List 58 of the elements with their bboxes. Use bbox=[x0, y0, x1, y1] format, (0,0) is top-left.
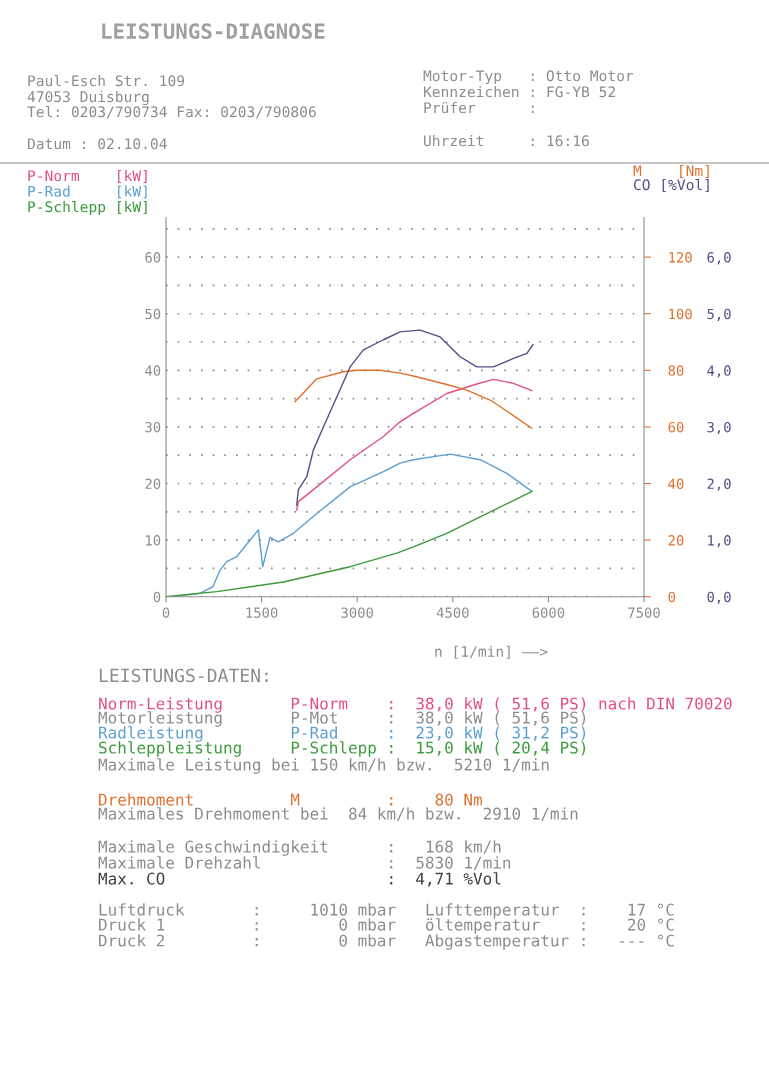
text: Uhrzeit : 16:16 bbox=[424, 134, 589, 147]
text: Max. CO : 4,71 %Vol bbox=[98, 872, 501, 887]
x-tick-label: 3000 bbox=[341, 607, 374, 618]
y2-tick-label: 120 bbox=[669, 252, 692, 263]
text: Maximales Drehmoment bei 84 km/h bzw. 2910 1/min bbox=[98, 807, 578, 821]
y3-tick-label: 5,0 bbox=[707, 308, 731, 321]
y-tick-label: 20 bbox=[145, 478, 161, 490]
text: Motor-Typ : Otto Motor bbox=[423, 70, 634, 85]
y-tick-label: 60 bbox=[145, 252, 161, 263]
text: CO [%Vol] bbox=[633, 178, 709, 192]
text: P-Rad [kW] bbox=[28, 185, 147, 199]
y-tick-label: 40 bbox=[145, 365, 161, 376]
text: Druck 2 : 0 mbar Abgastemperatur : --- °C bbox=[99, 934, 674, 950]
y3-tick-label: 0,0 bbox=[707, 591, 731, 604]
text: Schleppleistung P-Schlepp : 15,0 kW ( 20,4 PS) bbox=[99, 741, 586, 757]
text: Maximale Drehzahl : 5830 1/min bbox=[98, 856, 511, 870]
text: Luftdruck : 1010 mbar Lufttemperatur : 17 °C bbox=[99, 903, 674, 919]
y2-tick-label: 100 bbox=[669, 308, 692, 320]
text: Datum : 02.10.04 bbox=[27, 138, 167, 150]
x-axis-title: n [1/min] ——> bbox=[435, 645, 548, 659]
y3-tick-label: 6,0 bbox=[707, 252, 731, 265]
line-series bbox=[296, 329, 534, 506]
y-tick-label: 10 bbox=[146, 535, 161, 546]
y2-tick-label: 80 bbox=[668, 365, 684, 376]
text: Paul-Esch Str. 109 bbox=[28, 74, 185, 87]
y3-tick-label: 4,0 bbox=[707, 365, 731, 378]
text: Radleistung P-Rad : 23,0 kW ( 31,2 PS) bbox=[99, 726, 586, 742]
text: P-Schlepp [kW] bbox=[28, 200, 147, 216]
line-series bbox=[294, 369, 533, 430]
text: Maximale Geschwindigkeit : 168 km/h bbox=[98, 840, 501, 856]
y2-tick-label: 0 bbox=[668, 591, 676, 603]
text: Drehmoment M : 80 Nm bbox=[99, 793, 482, 806]
y3-tick-label: 2,0 bbox=[707, 478, 731, 491]
y2-tick-label: 40 bbox=[668, 478, 684, 490]
chart-title: LEISTUNGS-DIAGNOSE bbox=[102, 23, 325, 40]
y2-tick-label: 60 bbox=[668, 421, 684, 433]
y-tick-label: 0 bbox=[153, 591, 161, 603]
y-tick-label: 50 bbox=[145, 308, 161, 320]
text: Tel: 0203/790734 Fax: 0203/790806 bbox=[27, 105, 316, 119]
text: P-Norm [kW] bbox=[28, 169, 147, 183]
x-tick-label: 0 bbox=[162, 607, 170, 618]
x-tick-label: 4500 bbox=[436, 607, 469, 618]
text: Motorleistung P-Mot : 38,0 kW ( 51,6 PS) bbox=[98, 711, 586, 727]
y-tick-label: 30 bbox=[145, 421, 161, 433]
x-tick-label: 6000 bbox=[532, 607, 565, 618]
text: LEISTUNGS-DATEN: bbox=[99, 668, 268, 683]
y3-tick-label: 3,0 bbox=[707, 421, 731, 435]
text: Maximale Leistung bei 150 km/h bzw. 5210 1/min bbox=[98, 758, 549, 774]
x-tick-label: 7500 bbox=[628, 607, 660, 618]
y2-tick-label: 20 bbox=[668, 535, 684, 546]
text: 47053 Duisburg bbox=[27, 90, 149, 106]
text: Prüfer : bbox=[424, 101, 534, 114]
text: M [Nm] bbox=[633, 164, 709, 178]
text: Kennzeichen : FG-YB 52 bbox=[423, 85, 615, 98]
text: Druck 1 : 0 mbar öltemperatur : 20 °C bbox=[99, 918, 674, 934]
line-series bbox=[296, 378, 533, 511]
x-tick-label: 1500 bbox=[246, 607, 278, 618]
y3-tick-label: 1,0 bbox=[708, 535, 731, 548]
